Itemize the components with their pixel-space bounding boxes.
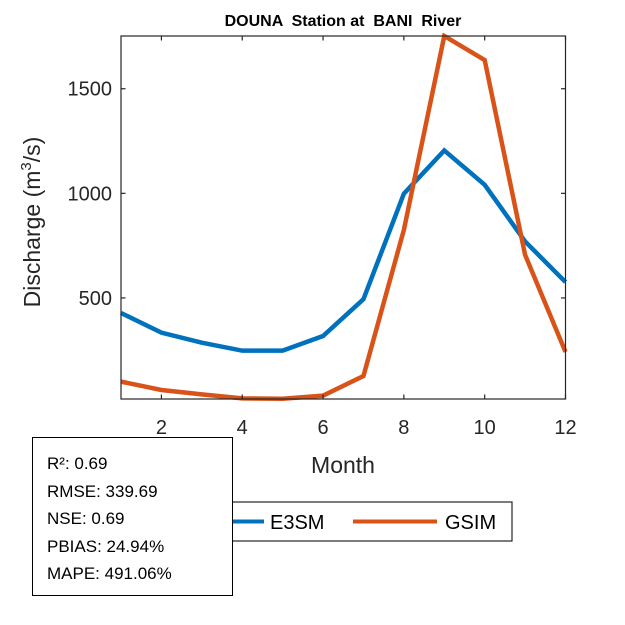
series-line-gsim (121, 36, 566, 399)
stat-mape: MAPE: 491.06% (47, 560, 232, 588)
x-tick-label: 6 (317, 417, 328, 439)
y-tick-label: 1500 (68, 79, 113, 101)
stat-nse: NSE: 0.69 (47, 505, 232, 533)
stat-r2: R²: 0.69 (47, 450, 232, 478)
x-tick-label: 2 (156, 417, 167, 439)
series-line-e3sm (121, 150, 566, 350)
y-axis-label-tail: /s) (19, 137, 45, 163)
y-tick-label: 500 (79, 288, 112, 310)
x-tick-label: 8 (398, 417, 409, 439)
stats-box: R²: 0.69 RMSE: 339.69 NSE: 0.69 PBIAS: 2… (32, 437, 233, 596)
chart-title: DOUNA Station at BANI River (225, 13, 462, 30)
y-axis-label: Discharge (m3/s) (18, 137, 45, 308)
y-tick-label: 1000 (68, 183, 113, 205)
y-axis-label-superscript: 3 (18, 162, 35, 170)
legend-label-gsim: GSIM (445, 512, 496, 534)
x-tick-label: 12 (554, 417, 576, 439)
series-layer (121, 36, 566, 399)
y-axis-label-main: Discharge (m (19, 171, 45, 308)
x-axis: 2 4 6 8 10 12 (156, 36, 577, 439)
axes-box (121, 36, 566, 399)
x-axis-label: Month (311, 452, 375, 478)
x-tick-label: 4 (237, 417, 248, 439)
legend-label-e3sm: E3SM (270, 512, 324, 534)
x-tick-label: 10 (474, 417, 496, 439)
stat-rmse: RMSE: 339.69 (47, 478, 232, 506)
stat-pbias: PBIAS: 24.94% (47, 533, 232, 561)
